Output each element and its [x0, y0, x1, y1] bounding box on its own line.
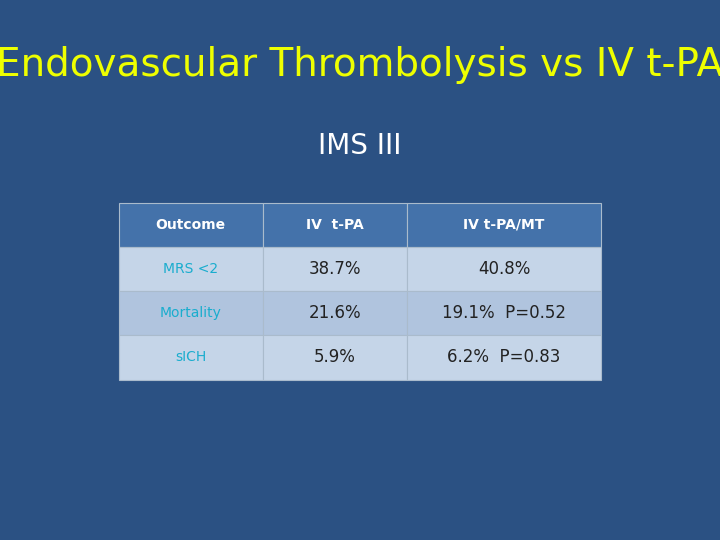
Text: sICH: sICH: [175, 350, 207, 365]
FancyBboxPatch shape: [263, 202, 407, 247]
FancyBboxPatch shape: [119, 335, 263, 380]
Text: 21.6%: 21.6%: [308, 304, 361, 322]
FancyBboxPatch shape: [407, 247, 601, 291]
FancyBboxPatch shape: [407, 291, 601, 335]
Text: 38.7%: 38.7%: [309, 260, 361, 278]
FancyBboxPatch shape: [263, 335, 407, 380]
Text: 19.1%  P=0.52: 19.1% P=0.52: [442, 304, 566, 322]
Text: IV  t-PA: IV t-PA: [306, 218, 364, 232]
FancyBboxPatch shape: [407, 335, 601, 380]
Text: Outcome: Outcome: [156, 218, 226, 232]
Text: MRS <2: MRS <2: [163, 262, 218, 276]
FancyBboxPatch shape: [119, 202, 263, 247]
Text: 40.8%: 40.8%: [478, 260, 530, 278]
Text: Mortality: Mortality: [160, 306, 222, 320]
Text: IV t-PA/MT: IV t-PA/MT: [463, 218, 545, 232]
FancyBboxPatch shape: [263, 247, 407, 291]
Text: Endovascular Thrombolysis vs IV t-PA: Endovascular Thrombolysis vs IV t-PA: [0, 46, 720, 84]
FancyBboxPatch shape: [263, 291, 407, 335]
Text: IMS III: IMS III: [318, 132, 402, 160]
FancyBboxPatch shape: [119, 291, 263, 335]
Text: 5.9%: 5.9%: [314, 348, 356, 367]
FancyBboxPatch shape: [407, 202, 601, 247]
Text: 6.2%  P=0.83: 6.2% P=0.83: [447, 348, 561, 367]
FancyBboxPatch shape: [119, 247, 263, 291]
